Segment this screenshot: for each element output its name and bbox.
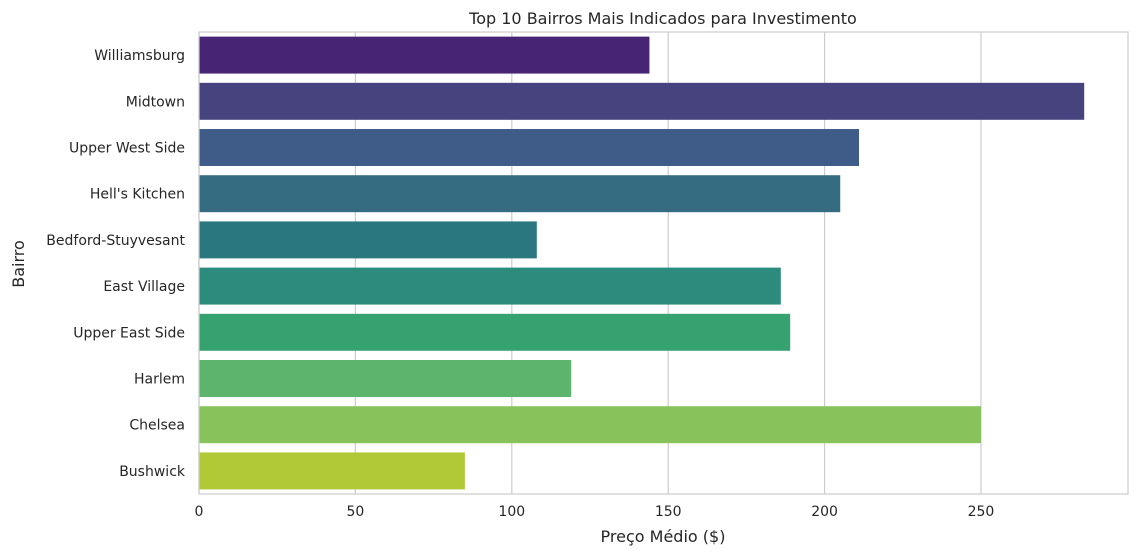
y-tick-label: Chelsea [129,418,185,434]
axes [198,31,1129,495]
y-tick-label: Bedford-Stuyvesant [46,233,185,249]
bar [199,313,791,351]
bar [199,82,1085,120]
y-tick-label: Upper West Side [69,141,185,157]
x-tick-label: 250 [968,504,995,520]
bar [199,267,781,305]
x-tick-label: 200 [811,504,838,520]
bar [199,221,537,259]
bar [199,452,465,490]
y-axis-label: Bairro [9,240,28,288]
plot-frame [198,31,1129,495]
x-tick-label: 100 [498,504,525,520]
bar [199,175,841,213]
y-tick-label: Hell's Kitchen [90,187,185,203]
y-tick-label: Harlem [134,372,185,388]
x-tick-label: 0 [195,504,204,520]
x-tick-label: 150 [655,504,682,520]
x-axis-label: Preço Médio ($) [601,527,726,546]
bar [199,36,650,74]
bar [199,406,981,444]
chart-title: Top 10 Bairros Mais Indicados para Inves… [468,9,857,28]
x-tick-label: 50 [346,504,364,520]
y-tick-label: Upper East Side [73,325,185,341]
bar [199,360,572,397]
y-tick-label: Bushwick [119,464,186,480]
y-tick-label: East Village [103,279,185,295]
bars [199,36,1085,490]
y-tick-label: Midtown [126,94,185,110]
y-tick-label: Williamsburg [94,48,185,64]
bar [199,129,859,166]
tick-labels: 0 50 100 150 200 250 Williamsburg Midtown Upper … [46,48,994,520]
